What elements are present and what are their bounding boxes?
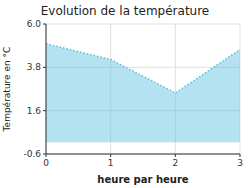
chart: 0 1 2 3 -0.6 1.6 3.8 6.0 heure par heure Températ… — [0, 0, 250, 188]
x-tick-label: 0 — [43, 158, 49, 168]
area — [46, 44, 240, 142]
grid — [46, 24, 240, 154]
x-axis-line — [46, 154, 240, 155]
y-tick — [43, 24, 46, 25]
y-tick-label: 1.6 — [27, 106, 42, 116]
series — [46, 44, 240, 142]
y-tick-label: -0.6 — [23, 149, 41, 159]
x-tick — [240, 154, 241, 157]
grid-line-y — [46, 24, 240, 25]
grid-line-y — [46, 154, 240, 155]
y-axis-label: Température en °C — [2, 47, 12, 133]
x-tick — [110, 154, 111, 157]
y-axis-line — [46, 24, 47, 154]
grid-line-x — [46, 24, 47, 154]
x-tick-label: 1 — [108, 158, 114, 168]
y-tick — [43, 110, 46, 111]
x-tick-label: 3 — [237, 158, 243, 168]
y-tick — [43, 154, 46, 155]
x-tick — [175, 154, 176, 157]
x-tick-label: 2 — [172, 158, 178, 168]
y-tick — [43, 67, 46, 68]
y-tick-label: 6.0 — [27, 19, 42, 29]
x-axis-label: heure par heure — [97, 174, 188, 185]
y-tick-label: 3.8 — [27, 62, 42, 72]
title: Evolution de la température — [41, 4, 210, 18]
line — [46, 44, 240, 93]
chart-container: 0 1 2 3 -0.6 1.6 3.8 6.0 heure par heure Températ… — [0, 0, 250, 188]
